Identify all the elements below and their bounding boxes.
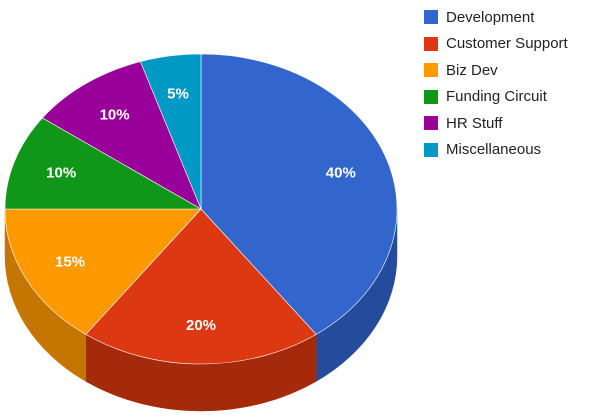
legend-item-hr-stuff[interactable]: HR Stuff (424, 110, 568, 137)
pie-slice-hr-stuff[interactable] (41, 61, 202, 210)
slice-label-development: 40% (326, 165, 356, 182)
pie-slice-development[interactable] (200, 53, 398, 335)
slice-label-customer-support: 20% (186, 317, 216, 334)
slice-label-biz-dev: 15% (55, 253, 85, 270)
legend-label: Biz Dev (446, 61, 498, 79)
legend-label: Miscellaneous (446, 141, 542, 159)
legend-item-biz-dev[interactable]: Biz Dev (424, 57, 568, 84)
legend-swatch (424, 63, 438, 78)
legend-swatch (424, 36, 438, 51)
slice-labels: 40% 20% 15% 10% 10% 5% (46, 86, 356, 334)
legend-label: HR Stuff (446, 114, 503, 132)
pie-slice-funding-circuit[interactable] (4, 117, 203, 210)
legend: Development Customer Support Biz Dev Fundin… (424, 4, 568, 163)
slice-label-miscellaneous: 5% (167, 86, 189, 103)
slice-label-hr-stuff: 10% (100, 106, 130, 123)
slice-label-funding-circuit: 10% (46, 165, 76, 182)
legend-item-development[interactable]: Development (424, 4, 568, 31)
legend-label: Customer Support (446, 35, 568, 53)
legend-item-customer-support[interactable]: Customer Support (424, 31, 568, 58)
legend-label: Funding Circuit (446, 88, 547, 106)
pie-slices (4, 53, 398, 365)
pie-slice-biz-dev[interactable] (4, 208, 202, 335)
legend-item-miscellaneous[interactable]: Miscellaneous (424, 137, 568, 164)
legend-swatch (424, 89, 438, 104)
legend-swatch (424, 10, 438, 25)
pie-slice-customer-support[interactable] (85, 208, 317, 365)
legend-swatch (424, 116, 438, 131)
legend-item-funding-circuit[interactable]: Funding Circuit (424, 84, 568, 111)
pie-slice-miscellaneous[interactable] (140, 53, 202, 210)
legend-swatch (424, 142, 438, 157)
legend-label: Development (446, 8, 535, 26)
